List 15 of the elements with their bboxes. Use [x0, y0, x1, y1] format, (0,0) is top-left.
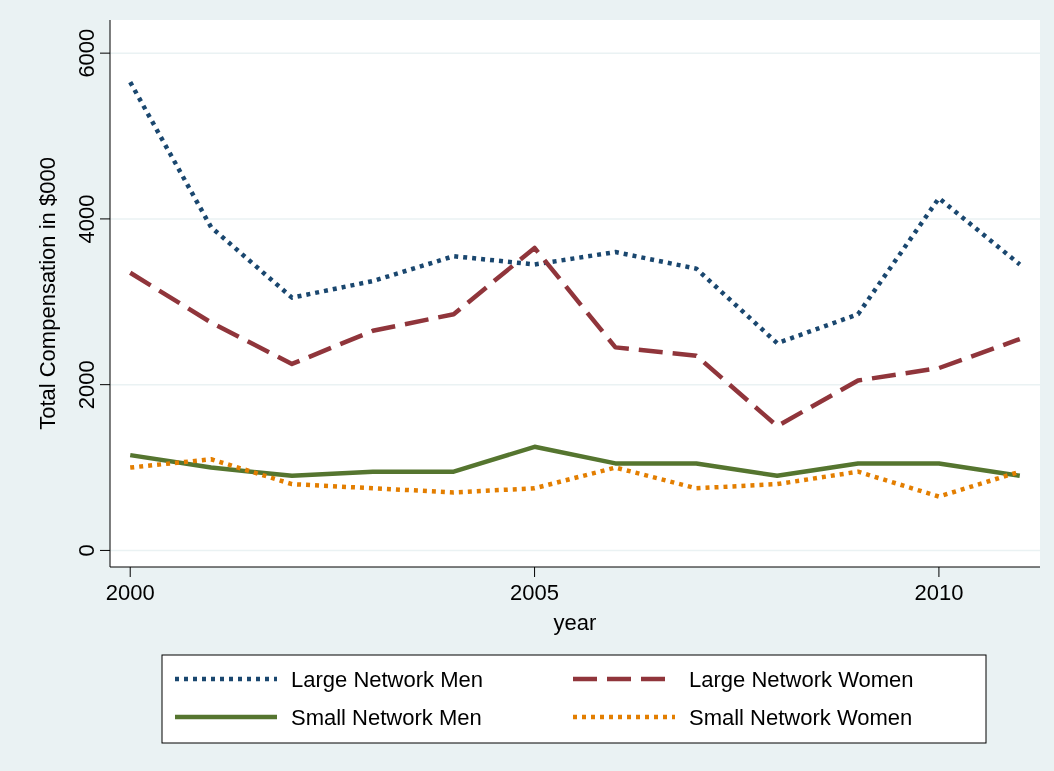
y-tick-label: 0	[74, 544, 99, 557]
line-series	[127, 444, 1023, 479]
y-axis-title: Total Compensation in $000	[35, 157, 60, 430]
y-tick-label: 4000	[74, 194, 99, 244]
x-axis-title: year	[553, 610, 597, 635]
legend-label: Large Network Women	[689, 667, 914, 692]
x-tick-label: 2010	[914, 580, 964, 605]
legend-label: Large Network Men	[291, 667, 483, 692]
y-tick-label: 6000	[74, 28, 99, 78]
legend-label: Small Network Women	[689, 705, 913, 730]
x-tick-label: 2005	[510, 580, 560, 605]
legend-label: Small Network Men	[291, 705, 482, 730]
x-tick-label: 2000	[105, 580, 155, 605]
line-series	[127, 79, 1023, 346]
y-tick-label: 2000	[74, 360, 99, 410]
